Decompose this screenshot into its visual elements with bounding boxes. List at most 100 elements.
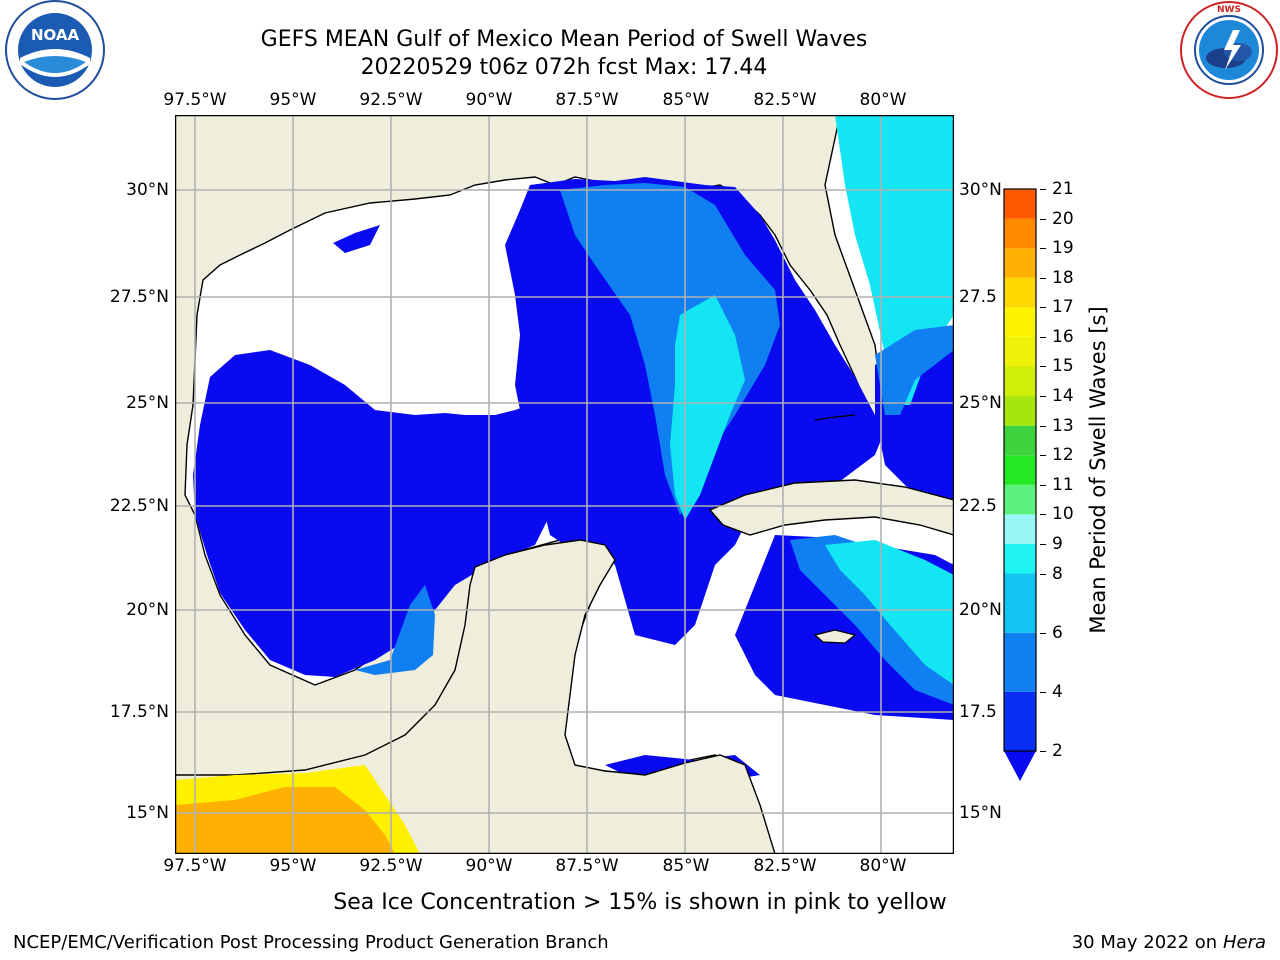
lon-label-bottom: 87.5°W [555,856,619,876]
lat-label-right: 30°N [959,180,1002,200]
colorbar-frame [1003,188,1037,752]
colorbar-tick-mark [1040,248,1046,250]
swell-region-north-gulf-patch [333,225,380,253]
lat-label-left: 15°N [126,803,169,823]
swell-band-6-8s [670,295,745,520]
colorbar-tick-mark [1040,366,1046,368]
lon-label-top: 97.5°W [163,90,227,110]
lat-label-left: 30°N [126,180,169,200]
lon-label-top: 82.5°W [753,90,817,110]
colorbar-cell [1004,277,1036,308]
colorbar-tick-mark [1040,277,1046,279]
colorbar-tick-label: 11 [1052,474,1074,495]
swell-region-west-gulf [193,350,555,677]
colorbar-cell [1004,366,1036,397]
colorbar-cell [1004,396,1036,426]
colorbar-tick-label: 12 [1052,445,1074,466]
colorbar-tick-label: 17 [1052,297,1074,318]
colorbar-cell [1004,484,1036,515]
colorbar-tick-mark [1040,514,1046,516]
lat-label-right: 15°N [959,803,1002,823]
map-plot [175,115,954,854]
colorbar-cell [1004,573,1036,633]
lon-label-top: 80°W [859,90,907,110]
colorbar-tick-label: 14 [1052,386,1074,407]
colorbar-tick-label: 20 [1052,208,1074,229]
colorbar-tick-label: 15 [1052,356,1074,377]
lat-label-left: 27.5°N [109,287,169,307]
map-title: GEFS MEAN Gulf of Mexico Mean Period of … [260,27,868,52]
colorbar-tick-mark [1040,396,1046,398]
lon-label-bottom: 85°W [662,856,710,876]
colorbar-under-triangle [1004,751,1036,781]
footer-credit: NCEP/EMC/Verification Post Processing Pr… [13,932,609,953]
lat-label-right: 25°N [959,393,1002,413]
jamaica-island [813,629,857,644]
colorbar-label: Mean Period of Swell Waves [s] [1086,306,1110,634]
colorbar-tick-mark [1040,455,1046,457]
lat-label-left: 20°N [126,600,169,620]
colorbar-tick-label: 9 [1052,533,1063,554]
colorbar-cell [1004,514,1036,544]
map-gridlines [175,115,954,854]
colorbar-cell [1004,425,1036,456]
swell-band-bay-of-campeche [355,585,435,675]
colorbar-tick-label: 10 [1052,504,1074,525]
lon-label-bottom: 90°W [465,856,513,876]
colorbar-cell [1004,691,1036,751]
colorbar [1003,188,1037,781]
lon-label-bottom: 95°W [269,856,317,876]
colorbar-cell [1004,632,1036,692]
footer-machine: Hera [1222,932,1266,953]
lon-label-bottom: 92.5°W [359,856,423,876]
lon-label-bottom: 82.5°W [753,856,817,876]
lon-label-top: 90°W [465,90,513,110]
colorbar-cell [1004,248,1036,278]
colorbar-tick-mark [1040,691,1046,693]
footer-date: 30 May 2022 on Hera [1072,932,1266,953]
colorbar-tick-mark [1040,573,1046,575]
noaa-logo: NOAA [5,0,105,100]
colorbar-tick-mark [1040,632,1046,634]
lon-label-bottom: 97.5°W [163,856,227,876]
colorbar-tick-mark [1040,751,1046,752]
colorbar-tick-label: 2 [1052,741,1063,761]
swell-band-4-6s [560,183,780,515]
lat-label-right: 17.5 [959,702,997,722]
lon-label-top: 87.5°W [555,90,619,110]
colorbar-tick-mark [1040,218,1046,220]
colorbar-tick-mark [1040,336,1046,338]
colorbar-cell [1004,218,1036,249]
colorbar-tick-mark [1040,425,1046,427]
lat-label-left: 25°N [126,393,169,413]
swell-band-atlantic-light [875,325,954,415]
sea-ice-orange [175,787,395,854]
nws-logo: NWS [1180,1,1278,99]
cuba-island [708,479,954,536]
colorbar-cell [1004,336,1036,367]
colorbar-tick-mark [1040,307,1046,309]
lat-label-right: 20°N [959,600,1002,620]
lat-label-left: 17.5°N [109,702,169,722]
colorbar-tick-mark [1040,189,1046,190]
footer-date-text: 30 May 2022 on [1071,932,1218,953]
map-subtitle: 20220529 t06z 072h fcst Max: 17.44 [360,55,768,80]
colorbar-tick-label: 18 [1052,267,1074,288]
colorbar-tick-label: 8 [1052,563,1063,584]
lon-label-top: 95°W [269,90,317,110]
lat-label-right: 22.5 [959,496,997,516]
colorbar-tick-mark [1040,484,1046,486]
colorbar-cell [1004,455,1036,485]
sea-ice-note: Sea Ice Concentration > 15% is shown in … [333,890,947,915]
colorbar-tick-label: 19 [1052,238,1074,259]
map-frame [175,115,954,854]
lon-label-top: 85°W [662,90,710,110]
colorbar-tick-label: 16 [1052,326,1074,347]
swell-band-caribbean-cyan [825,540,954,685]
lat-label-left: 22.5°N [109,496,169,516]
svg-text:NWS: NWS [1217,5,1241,15]
lon-label-bottom: 80°W [859,856,907,876]
colorbar-tick-label: 21 [1052,179,1074,199]
colorbar-tick-label: 4 [1052,681,1063,702]
colorbar-tick-label: 13 [1052,415,1074,436]
